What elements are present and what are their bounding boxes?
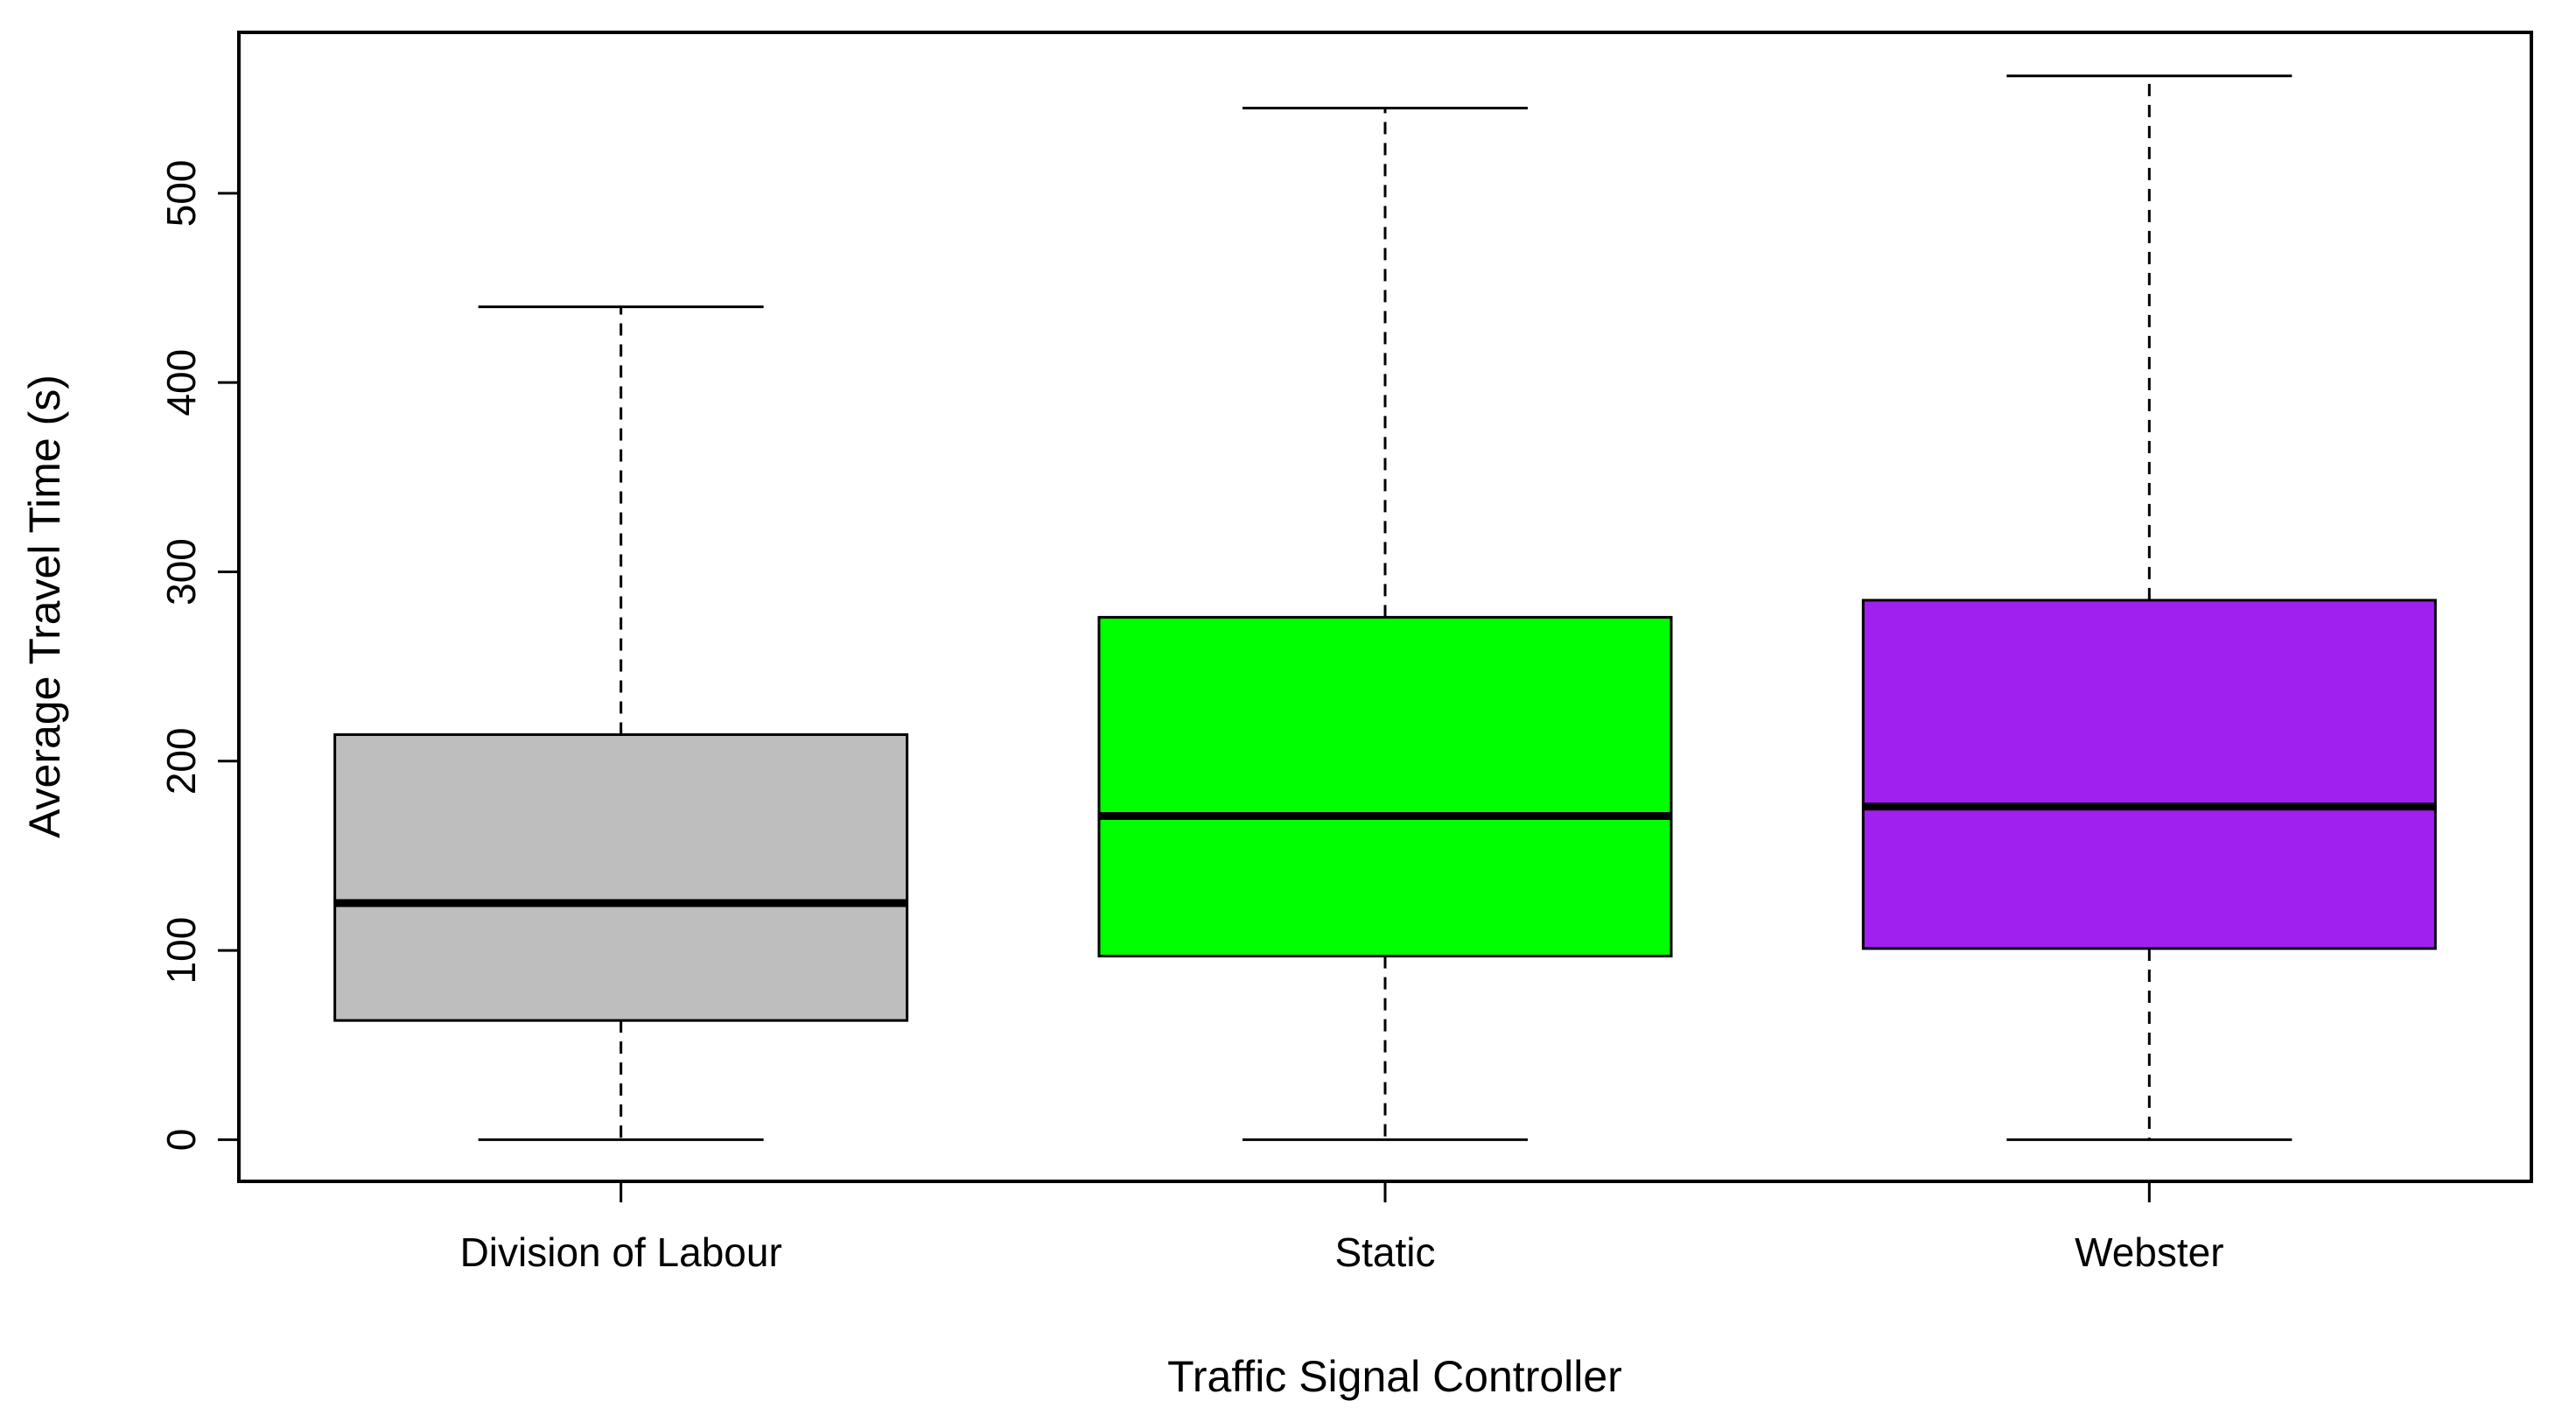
x-tick-label: Webster bbox=[2075, 1229, 2223, 1275]
box-group-division-of-labour bbox=[333, 305, 909, 1141]
x-tick-label: Division of Labour bbox=[460, 1229, 782, 1275]
x-axis-title: Traffic Signal Controller bbox=[1167, 1352, 1622, 1401]
x-tick-label: Static bbox=[1334, 1229, 1435, 1275]
y-axis-title: Average Travel Time (s) bbox=[20, 375, 69, 838]
x-axis: Division of Labour Static Webster bbox=[460, 1181, 2224, 1275]
y-tick-label: 300 bbox=[158, 538, 204, 606]
iqr-box bbox=[1097, 615, 1673, 958]
y-tick-label: 100 bbox=[158, 917, 204, 984]
box-group-webster bbox=[1861, 74, 2437, 1141]
y-tick-label: 500 bbox=[158, 159, 204, 227]
y-tick-label: 0 bbox=[158, 1129, 204, 1152]
box-group-static bbox=[1097, 107, 1673, 1141]
y-tick-label: 400 bbox=[158, 349, 204, 417]
boxes-layer bbox=[333, 74, 2437, 1141]
iqr-box bbox=[333, 733, 909, 1022]
y-tick-label: 200 bbox=[158, 727, 204, 795]
y-axis: 0 100 200 300 400 500 bbox=[158, 159, 239, 1151]
iqr-box bbox=[1861, 599, 2437, 950]
